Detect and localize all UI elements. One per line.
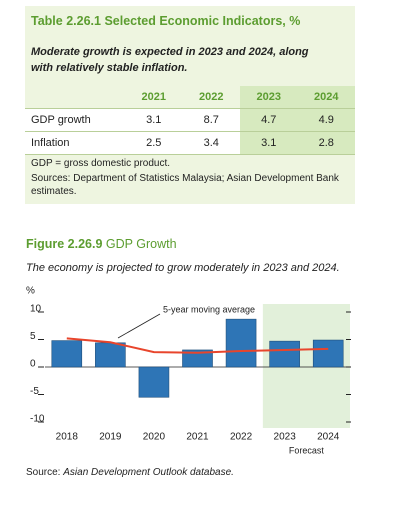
row-label: Inflation [31, 137, 70, 149]
chart: Figure 2.26.9 GDP Growth The economy is … [26, 237, 351, 478]
cell: 3.1 [240, 131, 298, 155]
bar [312, 339, 344, 368]
figure-title: Figure 2.26.9 GDP Growth [26, 237, 177, 251]
table-subtitle: Moderate growth is expected in 2023 and … [31, 46, 309, 74]
header-cell: 2021 [141, 91, 166, 103]
source-text: Asian Development Outlook database. [62, 467, 234, 478]
y-tick-label: -5 [30, 386, 39, 397]
row-label: GDP growth [31, 114, 91, 126]
x-tick-label: 2021 [186, 432, 209, 443]
table-title: Table 2.26.1 Selected Economic Indicator… [31, 14, 300, 28]
x-tick-label: 2018 [56, 432, 79, 443]
y-tick-label: -10 [30, 414, 45, 425]
header-cell [25, 86, 125, 109]
cell: 4.9 [297, 108, 355, 132]
table: 2021 2022 2023 2024 GDP growth 3.1 8.7 4… [25, 86, 355, 155]
table-title-text: Selected Economic Indicators, % [104, 14, 301, 28]
table-source: Sources: Department of Statistics Malays… [31, 173, 339, 197]
header-cell: 2024 [297, 86, 355, 109]
y-unit: % [26, 286, 35, 297]
bar [225, 318, 257, 368]
y-tick-label: 5 [30, 331, 36, 342]
chart-subtitle: The economy is projected to grow moderat… [26, 262, 340, 274]
header-cell: 2023 [240, 86, 298, 109]
source: Source: Asian Development Outlook databa… [26, 467, 234, 478]
cell: 2.8 [297, 131, 355, 155]
table-number: Table 2.26.1 [31, 14, 101, 28]
cell: 4.7 [240, 108, 298, 132]
bar [51, 340, 83, 368]
x-tick-label: 2023 [274, 432, 297, 443]
moving-average-line [66, 337, 329, 354]
x-tick-label: 2022 [230, 432, 253, 443]
forecast-label: Forecast [289, 445, 325, 455]
figure-title-text: GDP Growth [106, 237, 177, 251]
source-prefix: Source: [26, 467, 60, 478]
x-tick-label: 2019 [99, 432, 122, 443]
y-tick-label: 10 [30, 304, 42, 315]
table-box: Table 2.26.1 Selected Economic Indicator… [25, 6, 355, 204]
x-tick-label: 2020 [143, 432, 166, 443]
x-tick-label: 2024 [317, 432, 340, 443]
annotation-leader [117, 313, 161, 339]
figure-number: Figure 2.26.9 [26, 237, 102, 251]
table-note: GDP = gross domestic product. [31, 158, 171, 169]
y-tick-label: 0 [30, 359, 36, 370]
annotation: 5-year moving average [163, 304, 255, 314]
bar [138, 366, 170, 398]
header-cell: 2022 [199, 91, 224, 103]
bar [269, 340, 300, 368]
bar [95, 342, 126, 368]
cell: 8.7 [203, 114, 219, 126]
cell: 3.4 [203, 137, 219, 149]
cell: 3.1 [146, 114, 162, 126]
bar [182, 349, 213, 368]
cell: 2.5 [146, 137, 162, 149]
